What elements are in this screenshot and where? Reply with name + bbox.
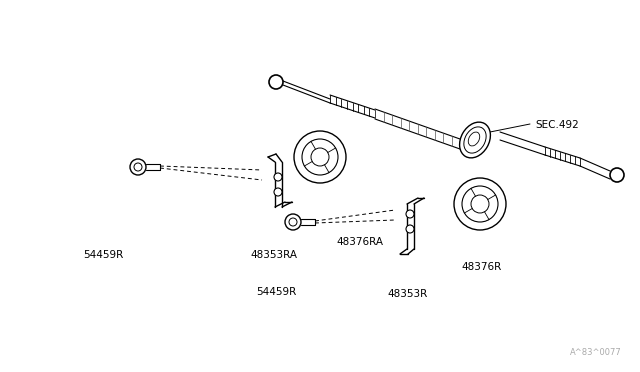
Text: A^83^0077: A^83^0077 [570,348,622,357]
Circle shape [134,163,142,171]
Circle shape [130,159,146,175]
Circle shape [289,218,297,226]
Ellipse shape [468,132,480,146]
Text: 54459R: 54459R [83,250,124,260]
Circle shape [610,168,624,182]
Circle shape [454,178,506,230]
Text: 48353RA: 48353RA [250,250,297,260]
Circle shape [462,186,498,222]
Circle shape [269,75,283,89]
Text: 48353R: 48353R [387,289,428,299]
Circle shape [406,225,414,233]
Circle shape [274,173,282,181]
Text: SEC.492: SEC.492 [535,120,579,130]
Circle shape [311,148,329,166]
Ellipse shape [460,122,490,158]
Circle shape [406,210,414,218]
Circle shape [274,188,282,196]
Circle shape [302,139,338,175]
Circle shape [285,214,301,230]
Text: 54459R: 54459R [256,287,296,297]
Circle shape [294,131,346,183]
Circle shape [471,195,489,213]
Text: 48376RA: 48376RA [336,237,383,247]
Text: 48376R: 48376R [461,262,501,272]
Ellipse shape [464,127,486,153]
